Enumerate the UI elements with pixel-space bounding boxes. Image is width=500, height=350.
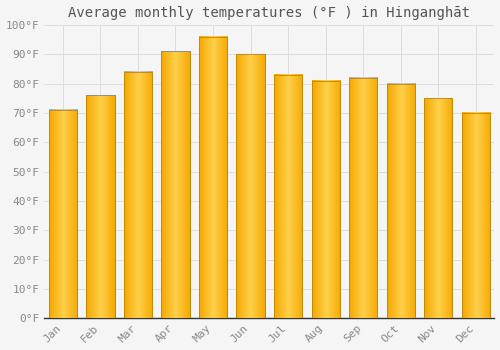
Bar — [49, 110, 77, 318]
Bar — [274, 75, 302, 318]
Bar — [86, 95, 115, 318]
Title: Average monthly temperatures (°F ) in Hinganghāt: Average monthly temperatures (°F ) in Hi… — [68, 6, 470, 20]
Bar — [274, 75, 302, 318]
Bar — [312, 80, 340, 318]
Bar — [162, 51, 190, 318]
Bar — [49, 110, 77, 318]
Bar — [386, 84, 414, 318]
Bar — [124, 72, 152, 318]
Bar — [236, 54, 264, 318]
Bar — [236, 54, 264, 318]
Bar — [424, 98, 452, 318]
Bar — [462, 113, 490, 318]
Bar — [199, 37, 227, 318]
Bar — [349, 78, 377, 318]
Bar — [349, 78, 377, 318]
Bar — [199, 37, 227, 318]
Bar — [124, 72, 152, 318]
Bar — [162, 51, 190, 318]
Bar — [86, 95, 115, 318]
Bar — [462, 113, 490, 318]
Bar — [424, 98, 452, 318]
Bar — [386, 84, 414, 318]
Bar — [312, 80, 340, 318]
